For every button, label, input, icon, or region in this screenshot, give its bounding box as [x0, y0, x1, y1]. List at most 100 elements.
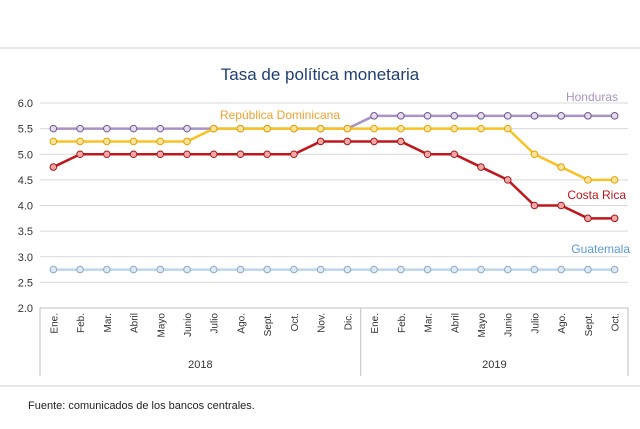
data-point	[370, 137, 378, 146]
data-point	[156, 265, 165, 274]
x-tick-label: Junio	[183, 313, 194, 337]
x-tick-label: Ene.	[370, 313, 381, 334]
data-point	[343, 124, 352, 133]
y-tick-label: 2.0	[18, 303, 33, 315]
y-tick-label: 2.5	[18, 277, 33, 289]
data-point	[76, 265, 84, 274]
data-point	[397, 112, 405, 120]
x-tick-label: Feb.	[397, 313, 408, 333]
data-point	[290, 150, 298, 159]
y-tick-label: 4.0	[18, 201, 33, 213]
data-point	[530, 150, 539, 159]
data-point	[236, 265, 245, 274]
x-tick-label: Mayo	[156, 313, 167, 338]
data-point	[450, 150, 459, 159]
data-point	[610, 265, 619, 274]
y-tick-label: 3.0	[18, 252, 33, 264]
data-point	[423, 124, 432, 133]
y-tick-label: 6.0	[18, 98, 33, 110]
data-point	[209, 265, 218, 274]
y-tick-label: 5.0	[18, 149, 33, 161]
data-point	[183, 150, 191, 159]
data-point	[584, 265, 592, 274]
y-tick-label: 4.5	[18, 175, 33, 187]
x-tick-label: Nov.	[317, 313, 328, 333]
data-point	[450, 265, 459, 274]
data-point	[503, 112, 512, 120]
data-point	[209, 124, 218, 133]
data-point	[209, 150, 218, 159]
data-point	[530, 201, 539, 210]
data-point	[477, 265, 485, 274]
data-point	[423, 150, 432, 159]
data-point	[557, 112, 565, 120]
data-point	[103, 124, 111, 133]
data-point	[236, 150, 245, 159]
data-point	[503, 176, 512, 184]
data-point	[343, 137, 352, 146]
series-label: Honduras	[566, 90, 618, 104]
data-point	[76, 137, 84, 146]
data-point	[236, 124, 245, 133]
data-point	[263, 150, 271, 159]
data-point	[49, 265, 58, 274]
data-point	[610, 112, 619, 120]
data-point	[290, 265, 298, 274]
data-point	[477, 124, 485, 133]
x-tick-label: Junio	[504, 313, 515, 337]
data-point	[183, 124, 191, 133]
series-label: República Dominicana	[220, 108, 340, 122]
x-tick-label: Ene.	[49, 313, 60, 334]
x-tick-label: Julio	[210, 313, 221, 334]
x-tick-label: Julio	[530, 313, 541, 334]
data-point	[290, 124, 298, 133]
data-point	[370, 265, 378, 274]
source-note: Fuente: comunicados de los bancos centra…	[28, 400, 255, 412]
x-tick-label: Oct.	[290, 313, 301, 331]
x-tick-label: Sept.	[584, 313, 595, 336]
data-point	[584, 214, 592, 223]
data-point	[129, 124, 138, 133]
data-point	[49, 137, 58, 146]
data-point	[129, 150, 138, 159]
y-tick-label: 3.5	[18, 226, 33, 238]
data-point	[557, 201, 565, 210]
data-point	[423, 265, 432, 274]
x-tick-label: Ago.	[557, 313, 568, 334]
data-point	[530, 265, 539, 274]
data-point	[477, 163, 485, 171]
data-point	[156, 150, 165, 159]
data-point	[49, 124, 58, 133]
data-point	[370, 112, 378, 120]
data-point	[503, 265, 512, 274]
x-tick-label: Sept.	[263, 313, 274, 336]
data-point	[76, 124, 84, 133]
data-point	[450, 124, 459, 133]
data-point	[263, 265, 271, 274]
data-point	[183, 265, 191, 274]
data-point	[557, 163, 565, 171]
x-tick-label: Abril	[130, 313, 141, 333]
data-point	[397, 265, 405, 274]
data-point	[316, 124, 325, 133]
data-point	[316, 265, 325, 274]
x-tick-label: Mar.	[103, 313, 114, 332]
data-point	[584, 112, 592, 120]
data-point	[557, 265, 565, 274]
data-point	[610, 214, 619, 223]
data-point	[610, 176, 619, 184]
data-point	[343, 265, 352, 274]
data-point	[76, 150, 84, 159]
data-point	[450, 112, 459, 120]
x-tick-label: Dic.	[343, 313, 354, 330]
data-point	[316, 137, 325, 146]
data-point	[49, 163, 58, 171]
series-line	[52, 140, 615, 220]
data-point	[156, 137, 165, 146]
x-tick-label: Abril	[450, 313, 461, 333]
data-point	[263, 124, 271, 133]
group-label: 2018	[188, 359, 212, 371]
series-line	[53, 127, 615, 182]
